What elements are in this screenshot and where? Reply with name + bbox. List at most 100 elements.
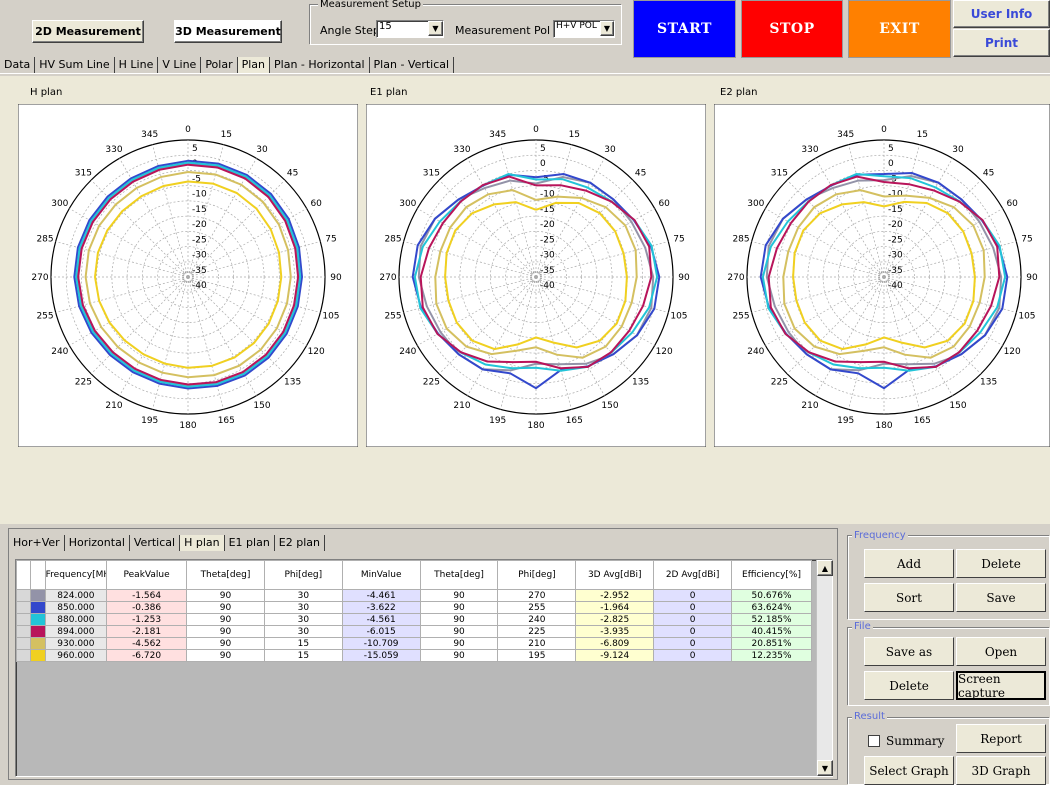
table-cell: -3.935 — [575, 625, 655, 638]
tab-polar[interactable]: Polar — [201, 57, 238, 73]
row-selector-icon[interactable] — [15, 649, 32, 662]
tab-v-line[interactable]: V Line — [158, 57, 202, 73]
delete-frequency-button[interactable]: Delete — [956, 549, 1046, 578]
tab-horizontal[interactable]: Horizontal — [65, 535, 130, 551]
delete-file-button[interactable]: Delete — [864, 671, 954, 700]
grid-spoke — [883, 276, 1003, 346]
radial-tick-label: -10 — [192, 190, 207, 200]
scroll-up-icon[interactable]: ▲ — [817, 560, 833, 576]
tab-h-line[interactable]: H Line — [115, 57, 159, 73]
stop-button[interactable]: STOP — [741, 0, 843, 58]
summary-checkbox[interactable]: Summary — [868, 733, 956, 749]
data-table: Frequency[MHz]PeakValueTheta[deg]Phi[deg… — [15, 560, 812, 662]
angle-tick-label: 180 — [875, 421, 892, 431]
table-cell: -1.253 — [106, 613, 188, 626]
angle-tick-label: 165 — [566, 416, 583, 426]
row-selector-icon[interactable] — [15, 625, 32, 638]
plot-area: H plan E1 plan E2 plan 0 15 30 45 60 75 90 105 1… — [0, 76, 1050, 524]
angle-tick-label: 270 — [31, 273, 48, 283]
vertical-scrollbar[interactable]: ▲ ▼ — [816, 560, 833, 776]
column-header: Phi[deg] — [263, 560, 343, 590]
tab-plan-vertical[interactable]: Plan - Vertical — [370, 57, 455, 73]
tab-data[interactable]: Data — [0, 57, 36, 73]
angle-tick-label: 60 — [310, 199, 322, 209]
3d-graph-button[interactable]: 3D Graph — [956, 756, 1046, 785]
save-as-button[interactable]: Save as — [864, 637, 954, 666]
exit-button[interactable]: EXIT — [848, 0, 951, 58]
tab-h-plan[interactable]: H plan — [180, 535, 225, 551]
2d-measurement-button[interactable]: 2D Measurement — [32, 20, 144, 43]
table-row[interactable]: 930.000 -4.562 90 15 -10.709 90 210 -6.809 0 20.8… — [15, 637, 812, 650]
h-plan-polar-chart: 0 15 30 45 60 75 90 105 120 135 150 165 180 195 210 225… — [18, 104, 358, 447]
tab-hor-ver[interactable]: Hor+Ver — [9, 535, 65, 551]
grid-spoke — [152, 144, 189, 278]
3d-measurement-button[interactable]: 3D Measurement — [174, 20, 282, 43]
row-selector-icon[interactable] — [15, 637, 32, 650]
table-cell: -2.952 — [575, 589, 655, 602]
sort-button[interactable]: Sort — [864, 583, 954, 612]
grid-spoke — [535, 276, 655, 346]
dropdown-arrow-icon[interactable]: ▼ — [428, 21, 443, 36]
screen-capture-button[interactable]: Screen capture — [956, 671, 1046, 700]
table-cell: 240 — [497, 613, 577, 626]
table-cell: 15 — [263, 637, 343, 650]
radial-tick-label: -20 — [888, 220, 903, 230]
print-button[interactable]: Print — [953, 29, 1050, 57]
add-frequency-button[interactable]: Add — [864, 549, 954, 578]
measurement-pol-select[interactable]: H+V POL ▼ — [553, 20, 615, 38]
center-marker — [878, 271, 890, 283]
report-button[interactable]: Report — [956, 724, 1046, 753]
tab-vertical[interactable]: Vertical — [130, 535, 181, 551]
angle-tick-label: 255 — [732, 311, 749, 321]
grid-spoke — [535, 179, 634, 278]
tab-plan-horizontal[interactable]: Plan - Horizontal — [270, 57, 370, 73]
angle-tick-label: 150 — [949, 401, 966, 411]
row-selector-icon[interactable] — [15, 601, 32, 614]
e1-plan-polar-chart: 0 15 30 45 60 75 90 105 120 135 150 165 180 195 210 225… — [366, 104, 706, 447]
grid-spoke — [187, 144, 224, 278]
checkbox-icon[interactable] — [868, 735, 880, 747]
save-button[interactable]: Save — [956, 583, 1046, 612]
table-cell: 0 — [653, 601, 733, 614]
radial-tick-label: -10 — [888, 190, 903, 200]
grid-spoke — [119, 276, 189, 396]
user-info-button[interactable]: User Info — [953, 0, 1050, 28]
angle-step-select[interactable]: 15 ▼ — [376, 20, 444, 38]
grid-ring — [777, 170, 991, 384]
table-row[interactable]: 960.000 -6.720 90 15 -15.059 90 195 -9.124 0 12.2… — [15, 649, 812, 662]
table-cell: 30 — [263, 613, 343, 626]
grid-spoke — [535, 276, 634, 375]
table-row[interactable]: 880.000 -1.253 90 30 -4.561 90 240 -2.825 0 52.18… — [15, 613, 812, 626]
tab-hv-sum-line[interactable]: HV Sum Line — [35, 57, 115, 73]
row-selector-icon[interactable] — [15, 613, 32, 626]
start-button[interactable]: START — [633, 0, 736, 58]
radial-tick-label: 0 — [888, 159, 894, 169]
table-row[interactable]: 850.000 -0.386 90 30 -3.622 90 255 -1.964 0 63.62… — [15, 601, 812, 614]
table-cell: 52.185% — [731, 613, 812, 626]
row-selector-icon[interactable] — [15, 589, 32, 602]
grid-spoke — [403, 276, 537, 313]
dropdown-arrow-icon[interactable]: ▼ — [600, 21, 614, 36]
radial-tick-label: -40 — [540, 281, 555, 291]
angle-tick-label: 135 — [632, 378, 649, 388]
grid-spoke — [467, 276, 537, 396]
grid-spoke — [883, 144, 920, 278]
open-button[interactable]: Open — [956, 637, 1046, 666]
table-row[interactable]: 894.000 -2.181 90 30 -6.015 90 225 -3.935 0 40.41… — [15, 625, 812, 638]
scroll-down-icon[interactable]: ▼ — [817, 760, 833, 776]
select-graph-button[interactable]: Select Graph — [864, 756, 954, 785]
table-row[interactable]: 824.000 -1.564 90 30 -4.461 90 270 -2.952 0 50.67… — [15, 589, 812, 602]
angle-tick-label: 90 — [678, 273, 690, 283]
grid-spoke — [417, 276, 537, 346]
angle-tick-label: 330 — [453, 145, 470, 155]
table-cell: -4.562 — [106, 637, 188, 650]
table-cell: 255 — [497, 601, 577, 614]
tab-e1-plan[interactable]: E1 plan — [225, 535, 275, 551]
angle-tick-label: 345 — [489, 130, 506, 140]
tab-e2-plan[interactable]: E2 plan — [275, 535, 325, 551]
table-cell: 90 — [186, 613, 265, 626]
header-blank-cell — [15, 560, 32, 590]
tab-plan[interactable]: Plan — [237, 57, 271, 73]
grid-spoke — [535, 144, 572, 278]
grid-spoke — [535, 276, 605, 396]
